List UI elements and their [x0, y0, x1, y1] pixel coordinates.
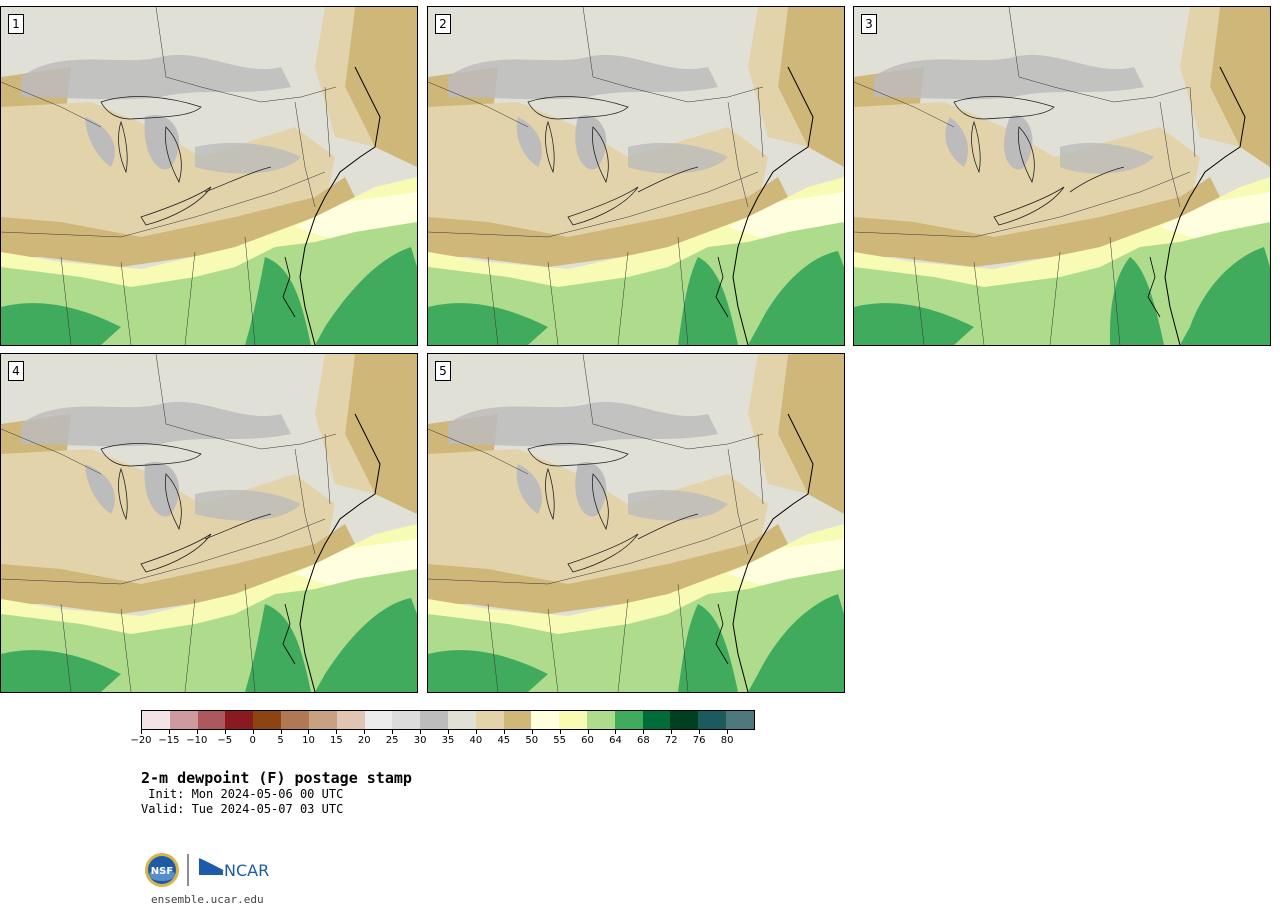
- ncar-text: NCAR: [224, 861, 269, 880]
- colorbar-tick-label: 30: [413, 735, 427, 746]
- colorbar-tick: [196, 730, 198, 734]
- colorbar-swatch: [308, 711, 337, 729]
- map-panel: 4: [0, 353, 418, 693]
- colorbar-tick: [168, 730, 170, 734]
- footer-url: ensemble.ucar.edu: [151, 893, 264, 906]
- colorbar-swatch: [614, 711, 643, 729]
- colorbar: [141, 710, 755, 730]
- colorbar-tick: [252, 730, 254, 734]
- colorbar-tick-label: 20: [357, 735, 371, 746]
- dewpoint-map: [854, 7, 1270, 345]
- colorbar-swatch: [587, 711, 615, 729]
- colorbar-swatch: [531, 711, 560, 729]
- dewpoint-map: [428, 7, 844, 345]
- colorbar-swatch: [642, 711, 671, 729]
- colorbar-tick: [224, 730, 226, 734]
- panel-number-label: 4: [8, 361, 24, 381]
- colorbar-tick: [671, 730, 673, 734]
- colorbar-tick: [420, 730, 422, 734]
- colorbar-swatch: [420, 711, 448, 729]
- colorbar-tick-label: 68: [636, 735, 650, 746]
- panel-number-label: 2: [435, 14, 451, 34]
- colorbar-tick-label: 15: [329, 735, 343, 746]
- valid-time: Valid: Tue 2024-05-07 03 UTC: [141, 802, 344, 816]
- colorbar-tick-label: 76: [692, 735, 706, 746]
- colorbar-swatch: [197, 711, 226, 729]
- colorbar-swatch: [670, 711, 699, 729]
- panel-number-label: 1: [8, 14, 24, 34]
- colorbar-tick-label: −15: [158, 735, 180, 746]
- colorbar-swatch: [503, 711, 532, 729]
- colorbar-tick-label: 0: [249, 735, 256, 746]
- colorbar-tick-label: −5: [217, 735, 233, 746]
- colorbar-tick-label: 64: [609, 735, 622, 746]
- dewpoint-map: [428, 354, 844, 692]
- colorbar-swatch: [281, 711, 309, 729]
- map-panel: 5: [427, 353, 845, 693]
- colorbar-tick: [587, 730, 589, 734]
- colorbar-ticks: −20 −15 −10 −5 0 5 10 15 20 25 30 35 40 45 50 55 60 64 68 7…: [130, 730, 755, 754]
- chart-title: 2-m dewpoint (F) postage stamp: [141, 769, 412, 787]
- map-panel: 1: [0, 6, 418, 346]
- colorbar-swatch: [142, 711, 170, 729]
- colorbar-swatch: [169, 711, 198, 729]
- colorbar-tick-label: 10: [302, 735, 315, 746]
- colorbar-swatch: [253, 711, 282, 729]
- colorbar-tick: [448, 730, 449, 734]
- colorbar-tick-label: 50: [525, 735, 539, 746]
- colorbar-tick: [615, 730, 617, 734]
- colorbar-tick: [475, 730, 477, 734]
- colorbar-tick: [643, 730, 645, 734]
- panel-number-label: 3: [861, 14, 877, 34]
- colorbar-tick: [559, 730, 561, 734]
- colorbar-tick-label: 45: [497, 735, 511, 746]
- colorbar-swatch: [447, 711, 476, 729]
- map-panel: 2: [427, 6, 845, 346]
- colorbar-tick-label: 72: [664, 735, 678, 746]
- colorbar-tick-label: 55: [553, 735, 566, 746]
- colorbar-tick: [727, 730, 729, 734]
- colorbar-tick-label: 35: [441, 735, 455, 746]
- colorbar-tick-label: −10: [186, 735, 208, 746]
- colorbar-tick-label: 80: [720, 735, 734, 746]
- colorbar-swatch: [225, 711, 254, 729]
- dewpoint-map: [1, 7, 417, 345]
- colorbar-swatch: [336, 711, 365, 729]
- colorbar-tick-label: 5: [277, 735, 284, 746]
- colorbar-swatch: [392, 711, 421, 729]
- colorbar-swatch: [726, 711, 754, 729]
- colorbar-tick-label: 25: [385, 735, 399, 746]
- colorbar-swatch: [698, 711, 727, 729]
- colorbar-tick: [392, 730, 394, 734]
- dewpoint-map: [1, 354, 417, 692]
- colorbar-swatch: [364, 711, 393, 729]
- nsf-text: NSF: [151, 866, 173, 877]
- colorbar-tick-label: −20: [130, 735, 152, 746]
- colorbar-tick: [699, 730, 701, 734]
- init-time: Init: Mon 2024-05-06 00 UTC: [141, 787, 344, 801]
- colorbar-tick-label: 60: [581, 735, 594, 746]
- colorbar-tick: [308, 730, 310, 734]
- colorbar-tick: [336, 730, 338, 734]
- colorbar-swatch: [559, 711, 587, 729]
- colorbar-tick: [364, 730, 366, 734]
- panel-number-label: 5: [435, 361, 451, 381]
- nsf-ncar-logo: NSF NCAR: [144, 851, 274, 891]
- colorbar-tick: [531, 730, 533, 734]
- colorbar-tick: [280, 730, 282, 734]
- map-panel: 3: [853, 6, 1271, 346]
- colorbar-tick-label: 40: [469, 735, 483, 746]
- ncar-mark-icon: [199, 859, 223, 875]
- colorbar-swatch: [475, 711, 504, 729]
- colorbar-tick: [503, 730, 505, 734]
- colorbar-tick: [141, 730, 142, 734]
